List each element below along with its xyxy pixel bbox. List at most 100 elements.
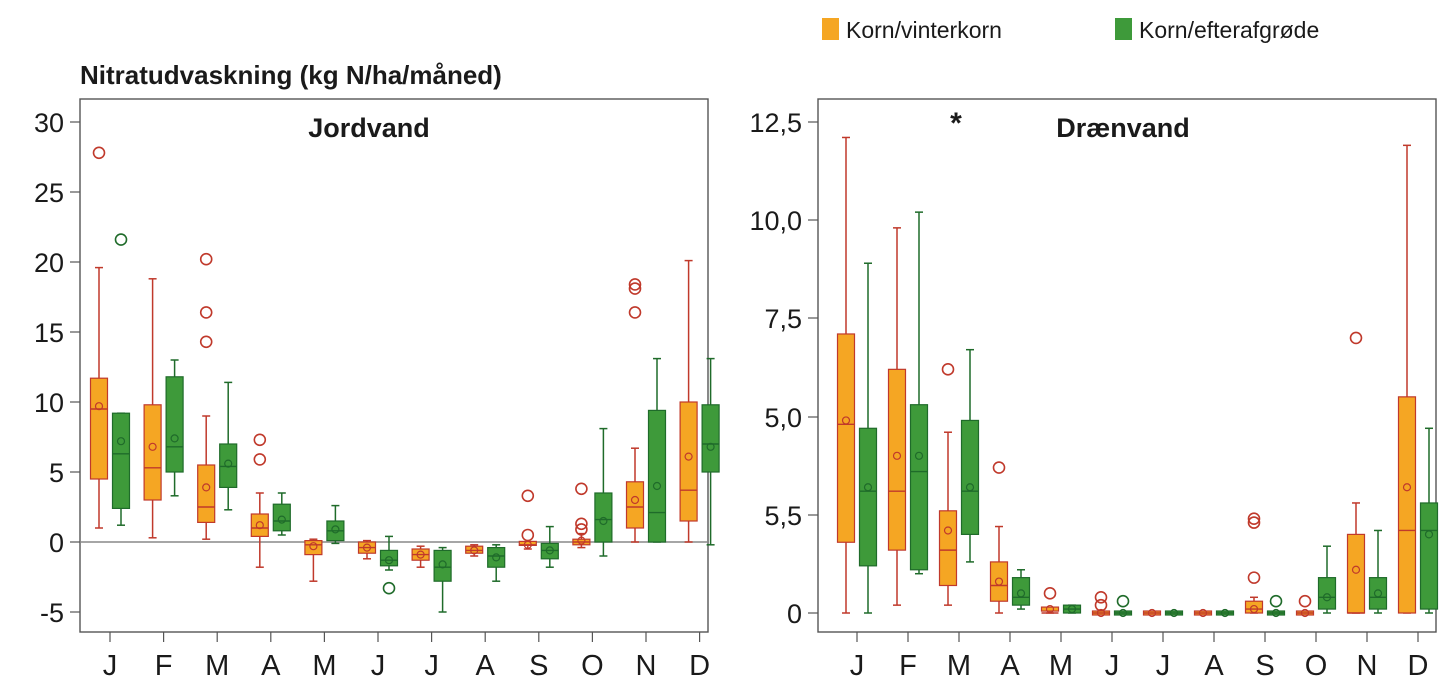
mean-marker (384, 556, 394, 565)
x-tick-label: M (947, 650, 971, 682)
box-body (379, 549, 399, 567)
mean-marker (1271, 608, 1281, 618)
outlier-point (575, 523, 588, 536)
box-vinterkorn (1193, 608, 1213, 618)
mean-marker (438, 560, 447, 569)
box-efterafgroede (540, 525, 559, 568)
outlier-point (628, 282, 642, 295)
mean-marker (1016, 589, 1026, 598)
y-tick-label: -5 (40, 598, 64, 628)
box-body (1244, 600, 1264, 614)
box-vinterkorn (572, 482, 591, 549)
mean-marker (1220, 608, 1230, 618)
box-vinterkorn (887, 227, 907, 606)
mean-marker (1096, 608, 1106, 618)
box-body (989, 561, 1009, 602)
y-tick-label: 0 (49, 528, 64, 558)
x-tick-label: J (1105, 650, 1120, 682)
mean-marker (577, 536, 586, 545)
legend-label-korn-vinterkorn: Korn/vinterkorn (846, 17, 1002, 43)
mean-marker (706, 442, 715, 451)
x-tick-label: M (205, 650, 229, 682)
outlier-point (575, 517, 588, 531)
box-efterafgroede (1164, 608, 1184, 618)
mean-marker (309, 542, 318, 551)
mean-marker (1198, 608, 1208, 618)
mean-marker (1300, 608, 1310, 618)
mean-marker (1169, 608, 1179, 618)
x-tick-label: A (1000, 650, 1020, 682)
x-tick-label: O (581, 650, 604, 682)
x-tick-label: A (476, 650, 496, 682)
box-efterafgroede (858, 262, 878, 614)
mean-marker (148, 442, 157, 451)
box-efterafgroede (487, 544, 506, 582)
box-vinterkorn (1040, 587, 1060, 614)
outlier-point (382, 581, 396, 595)
box-body (487, 546, 506, 568)
y-ticks-draenvand: 12,5 10,0 7,5 5,0 5,5 0 (749, 108, 818, 629)
box-vinterkorn (625, 278, 645, 543)
box-vinterkorn (1346, 331, 1366, 614)
box-body (701, 404, 720, 473)
box-body (111, 412, 131, 510)
box-body (1368, 577, 1388, 610)
outlier-point (1269, 594, 1283, 608)
mean-marker (362, 543, 372, 552)
box-vinterkorn (304, 538, 323, 582)
mean-marker (416, 550, 425, 559)
x-tick-label: D (1408, 650, 1429, 682)
box-vinterkorn (89, 146, 109, 529)
x-tick-label: M (1049, 650, 1073, 682)
box-vinterkorn (1091, 590, 1111, 618)
y-tick-label: 30 (34, 108, 64, 138)
box-body (143, 404, 162, 501)
mean-marker (470, 546, 479, 555)
mean-marker (630, 495, 640, 505)
box-vinterkorn (989, 461, 1009, 614)
y-tick-label: 12,5 (749, 108, 802, 138)
x-tick-label: J (103, 650, 118, 682)
mean-marker (255, 521, 264, 530)
mean-marker (914, 451, 924, 460)
box-efterafgroede (594, 427, 613, 557)
box-efterafgroede (1011, 569, 1031, 610)
boxes-draenvand (836, 136, 1439, 618)
outlier-point (253, 433, 267, 447)
mean-marker (116, 437, 126, 446)
mean-marker (331, 525, 340, 534)
outlier-point (1247, 516, 1261, 529)
mean-marker (943, 526, 953, 535)
mean-marker (1067, 604, 1077, 614)
x-tick-label: S (529, 650, 548, 682)
outlier-point (992, 461, 1006, 474)
box-body (1397, 396, 1417, 614)
mean-marker (892, 451, 902, 460)
box-efterafgroede (379, 535, 399, 595)
outlier-point (92, 146, 106, 160)
box-efterafgroede (647, 357, 667, 543)
outlier-point (1247, 512, 1261, 525)
outlier-point (575, 482, 588, 496)
y-ticks-jordvand: 30 25 20 15 10 5 0 -5 (34, 108, 80, 628)
mean-marker (170, 434, 179, 443)
outlier-point (941, 363, 955, 376)
outlier-point (1094, 590, 1108, 604)
mean-marker (965, 483, 975, 492)
y-tick-label: 20 (34, 248, 64, 278)
y-tick-label: 7,5 (764, 304, 802, 334)
x-tick-label: F (155, 650, 173, 682)
x-tick-label: J (1156, 650, 1171, 682)
y-tick-label: 0 (787, 599, 802, 629)
x-tick-label: M (312, 650, 336, 682)
mean-marker (1351, 565, 1361, 574)
mean-marker (599, 516, 608, 526)
mean-marker (1424, 530, 1434, 539)
box-efterafgroede (1062, 604, 1082, 614)
mean-marker (202, 483, 211, 492)
box-body (272, 503, 291, 532)
